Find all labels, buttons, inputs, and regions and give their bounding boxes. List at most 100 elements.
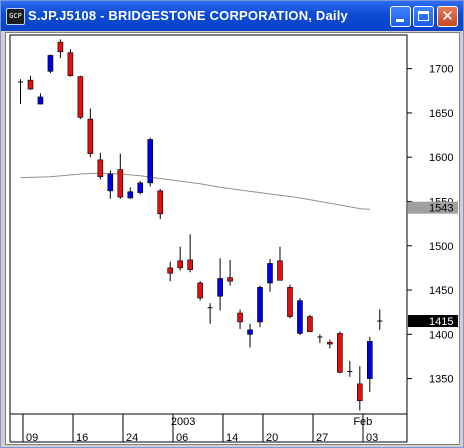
plot-frame [9,34,408,415]
candle-body [247,329,253,335]
y-tick-label: 1500 [429,241,453,253]
candle-body [137,182,144,193]
maximize-icon [418,11,429,21]
candle [217,258,223,311]
candle-body [67,52,74,77]
minimize-button[interactable] [390,6,411,27]
close-icon: ✕ [441,7,454,25]
candle [27,75,34,90]
period-label: 2003 [171,416,195,428]
candle-body [87,118,94,154]
candle-body [287,287,293,317]
candle-body [47,55,54,72]
candle [357,366,363,411]
candle [347,360,353,377]
candle [287,284,293,319]
candlestick-chart[interactable]: 1350140014501500155016001650170009162406… [6,33,459,444]
candle-body [167,267,173,274]
close-button[interactable]: ✕ [437,6,458,27]
candle-body [237,312,243,323]
candle [67,49,74,77]
candle-body [127,191,134,199]
candle [377,309,383,330]
y-tick-label: 1400 [429,329,453,341]
last-price-label-box [408,315,458,328]
candle-body [197,282,203,299]
moving-average-line [20,172,370,210]
y-tick-label: 1350 [429,374,453,386]
x-tick-label: 27 [316,432,328,444]
candle [307,314,313,332]
app-icon[interactable]: GCP [6,8,25,25]
candle-body [257,287,263,323]
maximize-button[interactable] [413,6,434,27]
candle-body [117,169,124,198]
candle [317,334,323,344]
ma-value-label-box [408,201,458,214]
candle-body [147,139,154,184]
candle-body [97,159,104,177]
candle-body [307,316,313,332]
x-tick-label: 09 [26,432,38,444]
candle-body [297,300,303,334]
candle-body [327,341,333,345]
x-tick-label: 06 [176,432,188,444]
candle [177,246,183,271]
candle [237,309,243,329]
candle [127,187,134,199]
x-tick-label: 24 [126,432,138,444]
candle [267,259,273,292]
candle [157,189,164,220]
candle [366,336,373,392]
period-label: Feb [353,416,372,428]
candle [47,54,54,74]
x-tick-label: 16 [76,432,88,444]
candle [187,234,193,273]
candle-body [217,278,223,297]
candle [227,259,233,286]
candle [137,181,144,195]
candle [77,75,84,120]
candle [327,339,333,349]
candle-body [366,341,373,379]
ma-value-label: 1543 [429,203,453,215]
candle-body [357,383,363,402]
last-price-label: 1415 [429,316,453,328]
candle-body [267,263,273,284]
candle [147,137,154,187]
candle [247,323,253,348]
candle [57,39,64,59]
candle [107,170,114,199]
candle-body [37,96,44,105]
x-tick-label: 20 [266,432,278,444]
candle-body [187,259,193,270]
chart-panel[interactable]: 1350140014501500155016001650170009162406… [5,32,460,445]
x-tick-label: 14 [226,432,238,444]
candle [207,303,213,324]
candle [18,79,23,105]
candle-body [177,260,183,269]
candle-body [107,173,114,192]
candle-body [157,190,164,215]
candle-body [57,41,64,53]
x-tick-label: 03 [366,432,378,444]
candle [97,152,104,180]
y-tick-label: 1450 [429,285,453,297]
candle [277,246,283,281]
minimize-icon [396,19,404,22]
candle [117,153,124,199]
candle [297,297,303,336]
window-title: S.JP.J5108 - BRIDGESTONE CORPORATION, Da… [28,8,348,23]
y-tick-label: 1650 [429,108,453,120]
candle-body [27,79,34,90]
candle-body [227,277,233,282]
candle [337,331,343,374]
candle [37,93,44,105]
title-bar[interactable]: GCP S.JP.J5108 - BRIDGESTONE CORPORATION… [1,1,463,31]
candle-body [77,76,84,118]
candle [197,281,203,301]
y-tick-label: 1700 [429,64,453,76]
candle [87,108,94,158]
candle [167,261,173,282]
